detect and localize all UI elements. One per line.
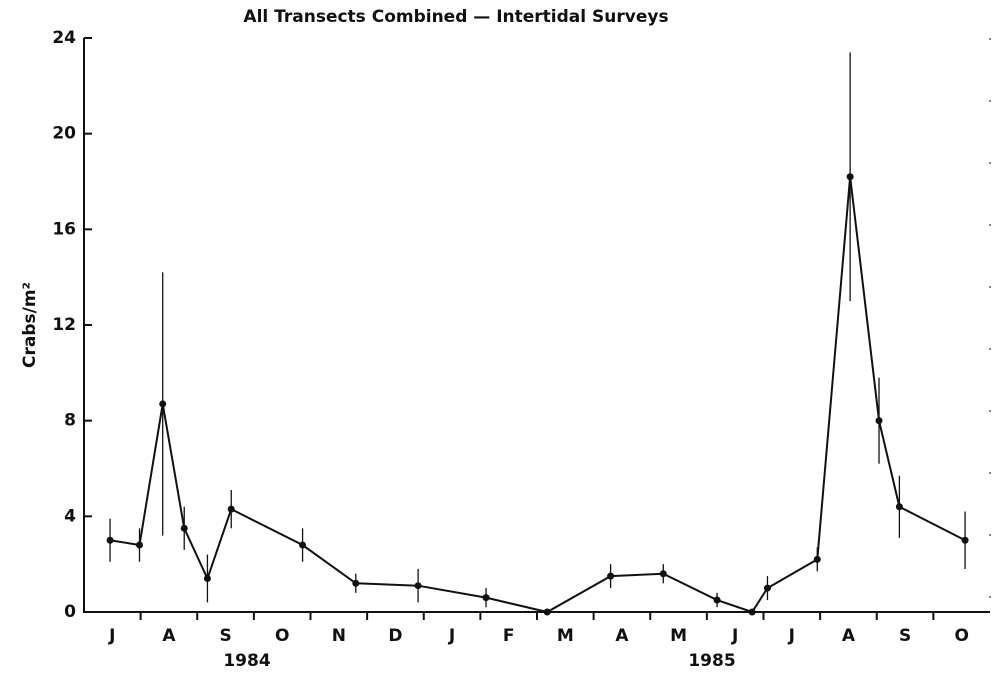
x-tick-label: F xyxy=(503,626,515,646)
data-point xyxy=(659,570,667,578)
y-tick-label: 8 xyxy=(64,411,76,431)
data-point xyxy=(607,572,615,580)
x-tick-label: S xyxy=(899,626,911,646)
y-axis-label: Crabs/m² xyxy=(20,282,40,368)
data-line xyxy=(109,176,966,614)
data-point xyxy=(227,505,235,513)
x-tick-label: M xyxy=(557,626,574,646)
data-point xyxy=(352,579,360,587)
x-tick-label: A xyxy=(162,626,176,646)
x-tick-label: A xyxy=(842,626,856,646)
axis-frame xyxy=(83,38,990,613)
data-point xyxy=(135,541,143,549)
data-point xyxy=(813,555,821,563)
data-point xyxy=(875,417,883,425)
data-point xyxy=(895,503,903,511)
data-point xyxy=(846,173,854,181)
data-point xyxy=(961,536,969,544)
x-tick-label: S xyxy=(219,626,231,646)
data-point xyxy=(543,608,551,616)
data-point xyxy=(159,400,167,408)
data-point xyxy=(203,575,211,583)
y-tick-label: 12 xyxy=(52,315,76,335)
year-label: 1984 xyxy=(223,651,270,671)
data-point xyxy=(414,582,422,590)
y-tick-label: 16 xyxy=(52,219,76,239)
year-label: 1985 xyxy=(688,651,735,671)
data-point xyxy=(106,536,114,544)
data-point xyxy=(482,594,490,602)
x-tick-label: O xyxy=(954,626,968,646)
x-tick-label: N xyxy=(332,626,346,646)
y-tick-label: 4 xyxy=(64,506,76,526)
x-tick-label: J xyxy=(788,626,795,646)
chart-title: All Transects Combined — Intertidal Surv… xyxy=(243,7,668,27)
x-tick-label: J xyxy=(731,626,738,646)
y-tick-label: 0 xyxy=(64,602,76,622)
x-tick-label: J xyxy=(448,626,455,646)
x-tick-label: D xyxy=(388,626,402,646)
x-tick-label: M xyxy=(670,626,687,646)
data-point xyxy=(748,608,756,616)
x-tick-label: A xyxy=(615,626,629,646)
data-point xyxy=(180,524,188,532)
x-tick-label: J xyxy=(108,626,115,646)
y-tick-label: 24 xyxy=(52,28,76,48)
data-point xyxy=(713,596,721,604)
y-tick-label: 20 xyxy=(52,124,76,144)
data-point xyxy=(763,584,771,592)
x-tick-label: O xyxy=(275,626,289,646)
data-point xyxy=(299,541,307,549)
